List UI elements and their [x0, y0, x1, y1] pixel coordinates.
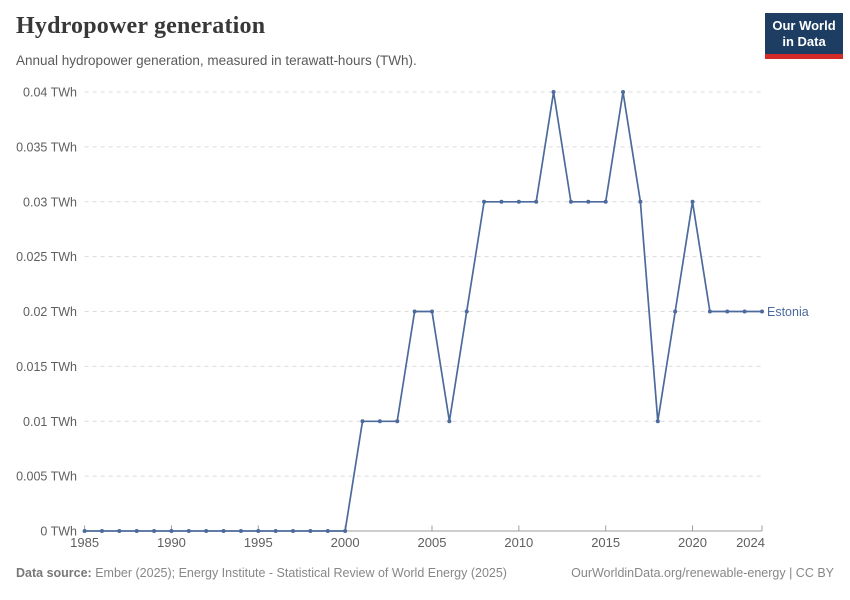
chart-canvas[interactable]: 0 TWh 0.005 TWh 0.01 TWh 0.015 TWh 0.02 TWh 0… [0, 80, 850, 565]
data-point[interactable] [82, 529, 87, 533]
data-point[interactable] [152, 529, 157, 533]
data-point[interactable] [343, 529, 348, 533]
license-note[interactable]: OurWorldinData.org/renewable-energy | CC… [571, 566, 834, 580]
data-source-note: Data source: Ember (2025); Energy Instit… [16, 566, 507, 580]
data-point[interactable] [603, 199, 608, 204]
x-tick-label: 2005 [418, 535, 447, 550]
owid-logo-line1: Our World [772, 18, 836, 33]
data-source-label: Data source: [16, 566, 92, 580]
data-point[interactable] [707, 309, 712, 314]
x-tick-label: 2024 [736, 535, 765, 550]
data-point[interactable] [690, 199, 695, 204]
chart-footer: Data source: Ember (2025); Energy Instit… [16, 566, 834, 580]
data-source-text: Ember (2025); Energy Institute - Statist… [95, 566, 507, 580]
y-tick-label: 0.01 TWh [23, 415, 77, 429]
y-tick-label: 0.025 TWh [16, 250, 77, 264]
data-point[interactable] [742, 309, 747, 314]
data-point[interactable] [516, 199, 521, 204]
data-point[interactable] [655, 419, 660, 424]
data-point[interactable] [204, 529, 209, 533]
y-tick-label: 0.005 TWh [16, 470, 77, 484]
data-point[interactable] [360, 419, 365, 424]
y-tick-label: 0.015 TWh [16, 360, 77, 374]
data-point[interactable] [638, 199, 643, 204]
data-point[interactable] [221, 529, 226, 533]
data-point[interactable] [760, 309, 764, 314]
x-tick-label: 1990 [157, 535, 186, 550]
data-point[interactable] [169, 529, 174, 533]
x-tick-label: 2010 [504, 535, 533, 550]
y-tick-label: 0.04 TWh [23, 86, 77, 100]
data-point[interactable] [377, 419, 382, 424]
data-point[interactable] [447, 419, 452, 424]
data-point[interactable] [673, 309, 678, 314]
data-point[interactable] [429, 309, 434, 314]
data-point[interactable] [325, 529, 330, 533]
data-point[interactable] [586, 199, 591, 204]
data-point[interactable] [464, 309, 469, 314]
x-tick-label: 2015 [591, 535, 620, 550]
x-tick-label: 1985 [70, 535, 99, 550]
data-point[interactable] [134, 529, 139, 533]
data-point[interactable] [482, 199, 487, 204]
page-title: Hydropower generation [16, 13, 266, 39]
data-point[interactable] [568, 199, 573, 204]
page-subtitle: Annual hydropower generation, measured i… [16, 53, 417, 68]
data-point[interactable] [308, 529, 313, 533]
x-tick-label: 2020 [678, 535, 707, 550]
y-tick-label: 0 TWh [40, 525, 77, 539]
data-point[interactable] [412, 309, 417, 314]
chart-header: Hydropower generation Annual hydropower … [0, 0, 850, 80]
y-tick-label: 0.02 TWh [23, 305, 77, 319]
line-chart[interactable]: 0 TWh 0.005 TWh 0.01 TWh 0.015 TWh 0.02 TWh 0… [0, 80, 850, 565]
data-point[interactable] [117, 529, 122, 533]
data-point[interactable] [273, 529, 278, 533]
data-point[interactable] [551, 90, 556, 94]
data-point[interactable] [499, 199, 504, 204]
y-tick-label: 0.03 TWh [23, 195, 77, 209]
data-point[interactable] [256, 529, 261, 533]
data-point[interactable] [725, 309, 730, 314]
data-point[interactable] [99, 529, 104, 533]
owid-logo-line2: in Data [782, 34, 826, 50]
data-point[interactable] [291, 529, 296, 533]
y-tick-label: 0.035 TWh [16, 140, 77, 154]
trend-line[interactable] [84, 91, 762, 532]
data-point[interactable] [621, 90, 626, 94]
x-tick-label: 1995 [244, 535, 273, 550]
data-point[interactable] [395, 419, 400, 424]
x-tick-label: 2000 [331, 535, 360, 550]
data-point[interactable] [534, 199, 539, 204]
data-point[interactable] [186, 529, 191, 533]
data-point[interactable] [238, 529, 243, 533]
entity-label-estonia[interactable]: Estonia [767, 305, 809, 319]
owid-logo[interactable]: Our World in Data [765, 13, 843, 59]
